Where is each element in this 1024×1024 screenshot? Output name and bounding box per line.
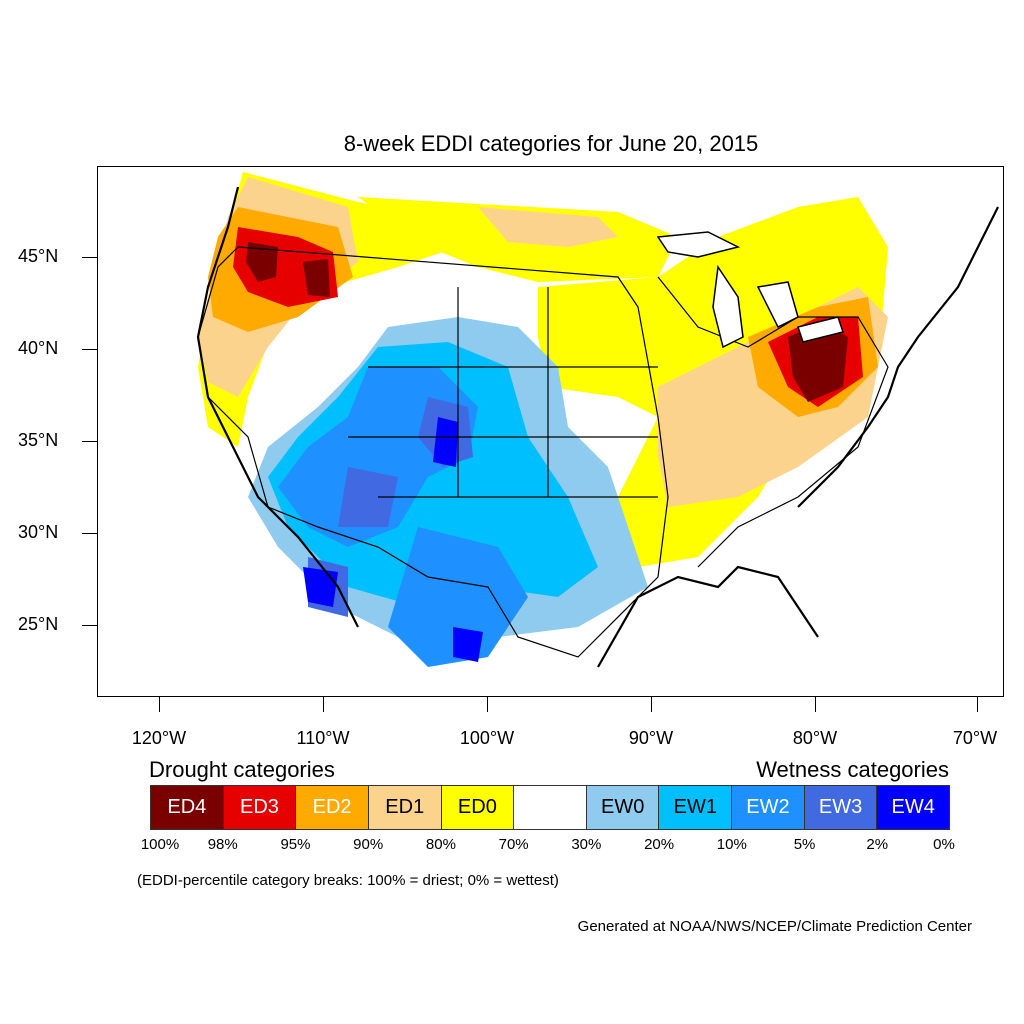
percentile-label: 90% xyxy=(353,836,384,853)
percentile-label: 30% xyxy=(571,836,602,853)
percentile-label: 95% xyxy=(280,836,311,853)
lon-label: 100°W xyxy=(459,728,515,748)
percentile-label: 10% xyxy=(716,836,747,853)
percentile-label: 2% xyxy=(866,836,889,853)
eddi-map xyxy=(196,172,999,668)
legend-swatch: ED2 xyxy=(296,786,369,829)
lat-tick xyxy=(82,441,97,442)
lon-label: 120°W xyxy=(131,728,187,748)
coastline xyxy=(196,186,999,668)
lon-tick xyxy=(651,697,652,712)
wetness-heading: Wetness categories xyxy=(756,757,949,782)
percentile-label: 100% xyxy=(140,836,180,853)
legend-swatch: EW0 xyxy=(586,786,660,829)
map-title: 8-week EDDI categories for June 20, 2015 xyxy=(343,131,759,156)
lon-tick xyxy=(159,697,160,712)
lon-label: 90°W xyxy=(628,728,674,748)
region-ed1-north xyxy=(478,207,618,247)
lat-label: 40°N xyxy=(18,338,59,358)
legend-swatch: ED3 xyxy=(223,786,297,829)
legend-swatch: EW3 xyxy=(804,786,878,829)
region-ed4-northwest xyxy=(246,242,330,297)
great-lakes xyxy=(656,231,844,349)
lat-label: 35°N xyxy=(18,430,59,450)
percentile-label: 5% xyxy=(793,836,816,853)
region-ew4-central xyxy=(303,417,483,662)
category-legend: ED4 ED3 ED2 ED1 ED0 EW0 EW1 EW2 EW3 EW4 xyxy=(150,785,950,830)
drought-heading: Drought categories xyxy=(149,757,335,782)
region-ew3-central xyxy=(308,397,473,617)
lon-tick xyxy=(815,697,816,712)
legend-swatch xyxy=(514,786,587,829)
lat-label: 30°N xyxy=(18,522,59,542)
percentile-label: 80% xyxy=(425,836,456,853)
lon-label: 80°W xyxy=(792,728,838,748)
legend-swatch: ED1 xyxy=(368,786,442,829)
percentile-label: 20% xyxy=(644,836,675,853)
lat-label: 25°N xyxy=(18,614,59,634)
lat-tick xyxy=(82,533,97,534)
lon-label: 110°W xyxy=(296,728,350,748)
legend-swatch: EW2 xyxy=(732,786,805,829)
lat-tick xyxy=(82,257,97,258)
percentile-label: 98% xyxy=(207,836,238,853)
lat-tick xyxy=(82,625,97,626)
credit-line: Generated at NOAA/NWS/NCEP/Climate Predi… xyxy=(577,918,972,935)
lon-tick xyxy=(487,697,488,712)
category-note: (EDDI-percentile category breaks: 100% =… xyxy=(137,872,559,889)
map-panel xyxy=(97,166,1004,697)
lon-tick xyxy=(977,697,978,712)
legend-swatch: EW4 xyxy=(877,786,950,829)
percentile-label: 0% xyxy=(933,836,955,853)
legend-swatch: ED4 xyxy=(151,786,224,829)
lat-tick xyxy=(82,349,97,350)
lat-label: 45°N xyxy=(18,246,59,266)
lon-tick xyxy=(323,697,324,712)
percentile-label: 70% xyxy=(498,836,529,853)
legend-swatch: ED0 xyxy=(441,786,515,829)
legend-swatch: EW1 xyxy=(659,786,733,829)
lon-label: 70°W xyxy=(952,728,998,748)
